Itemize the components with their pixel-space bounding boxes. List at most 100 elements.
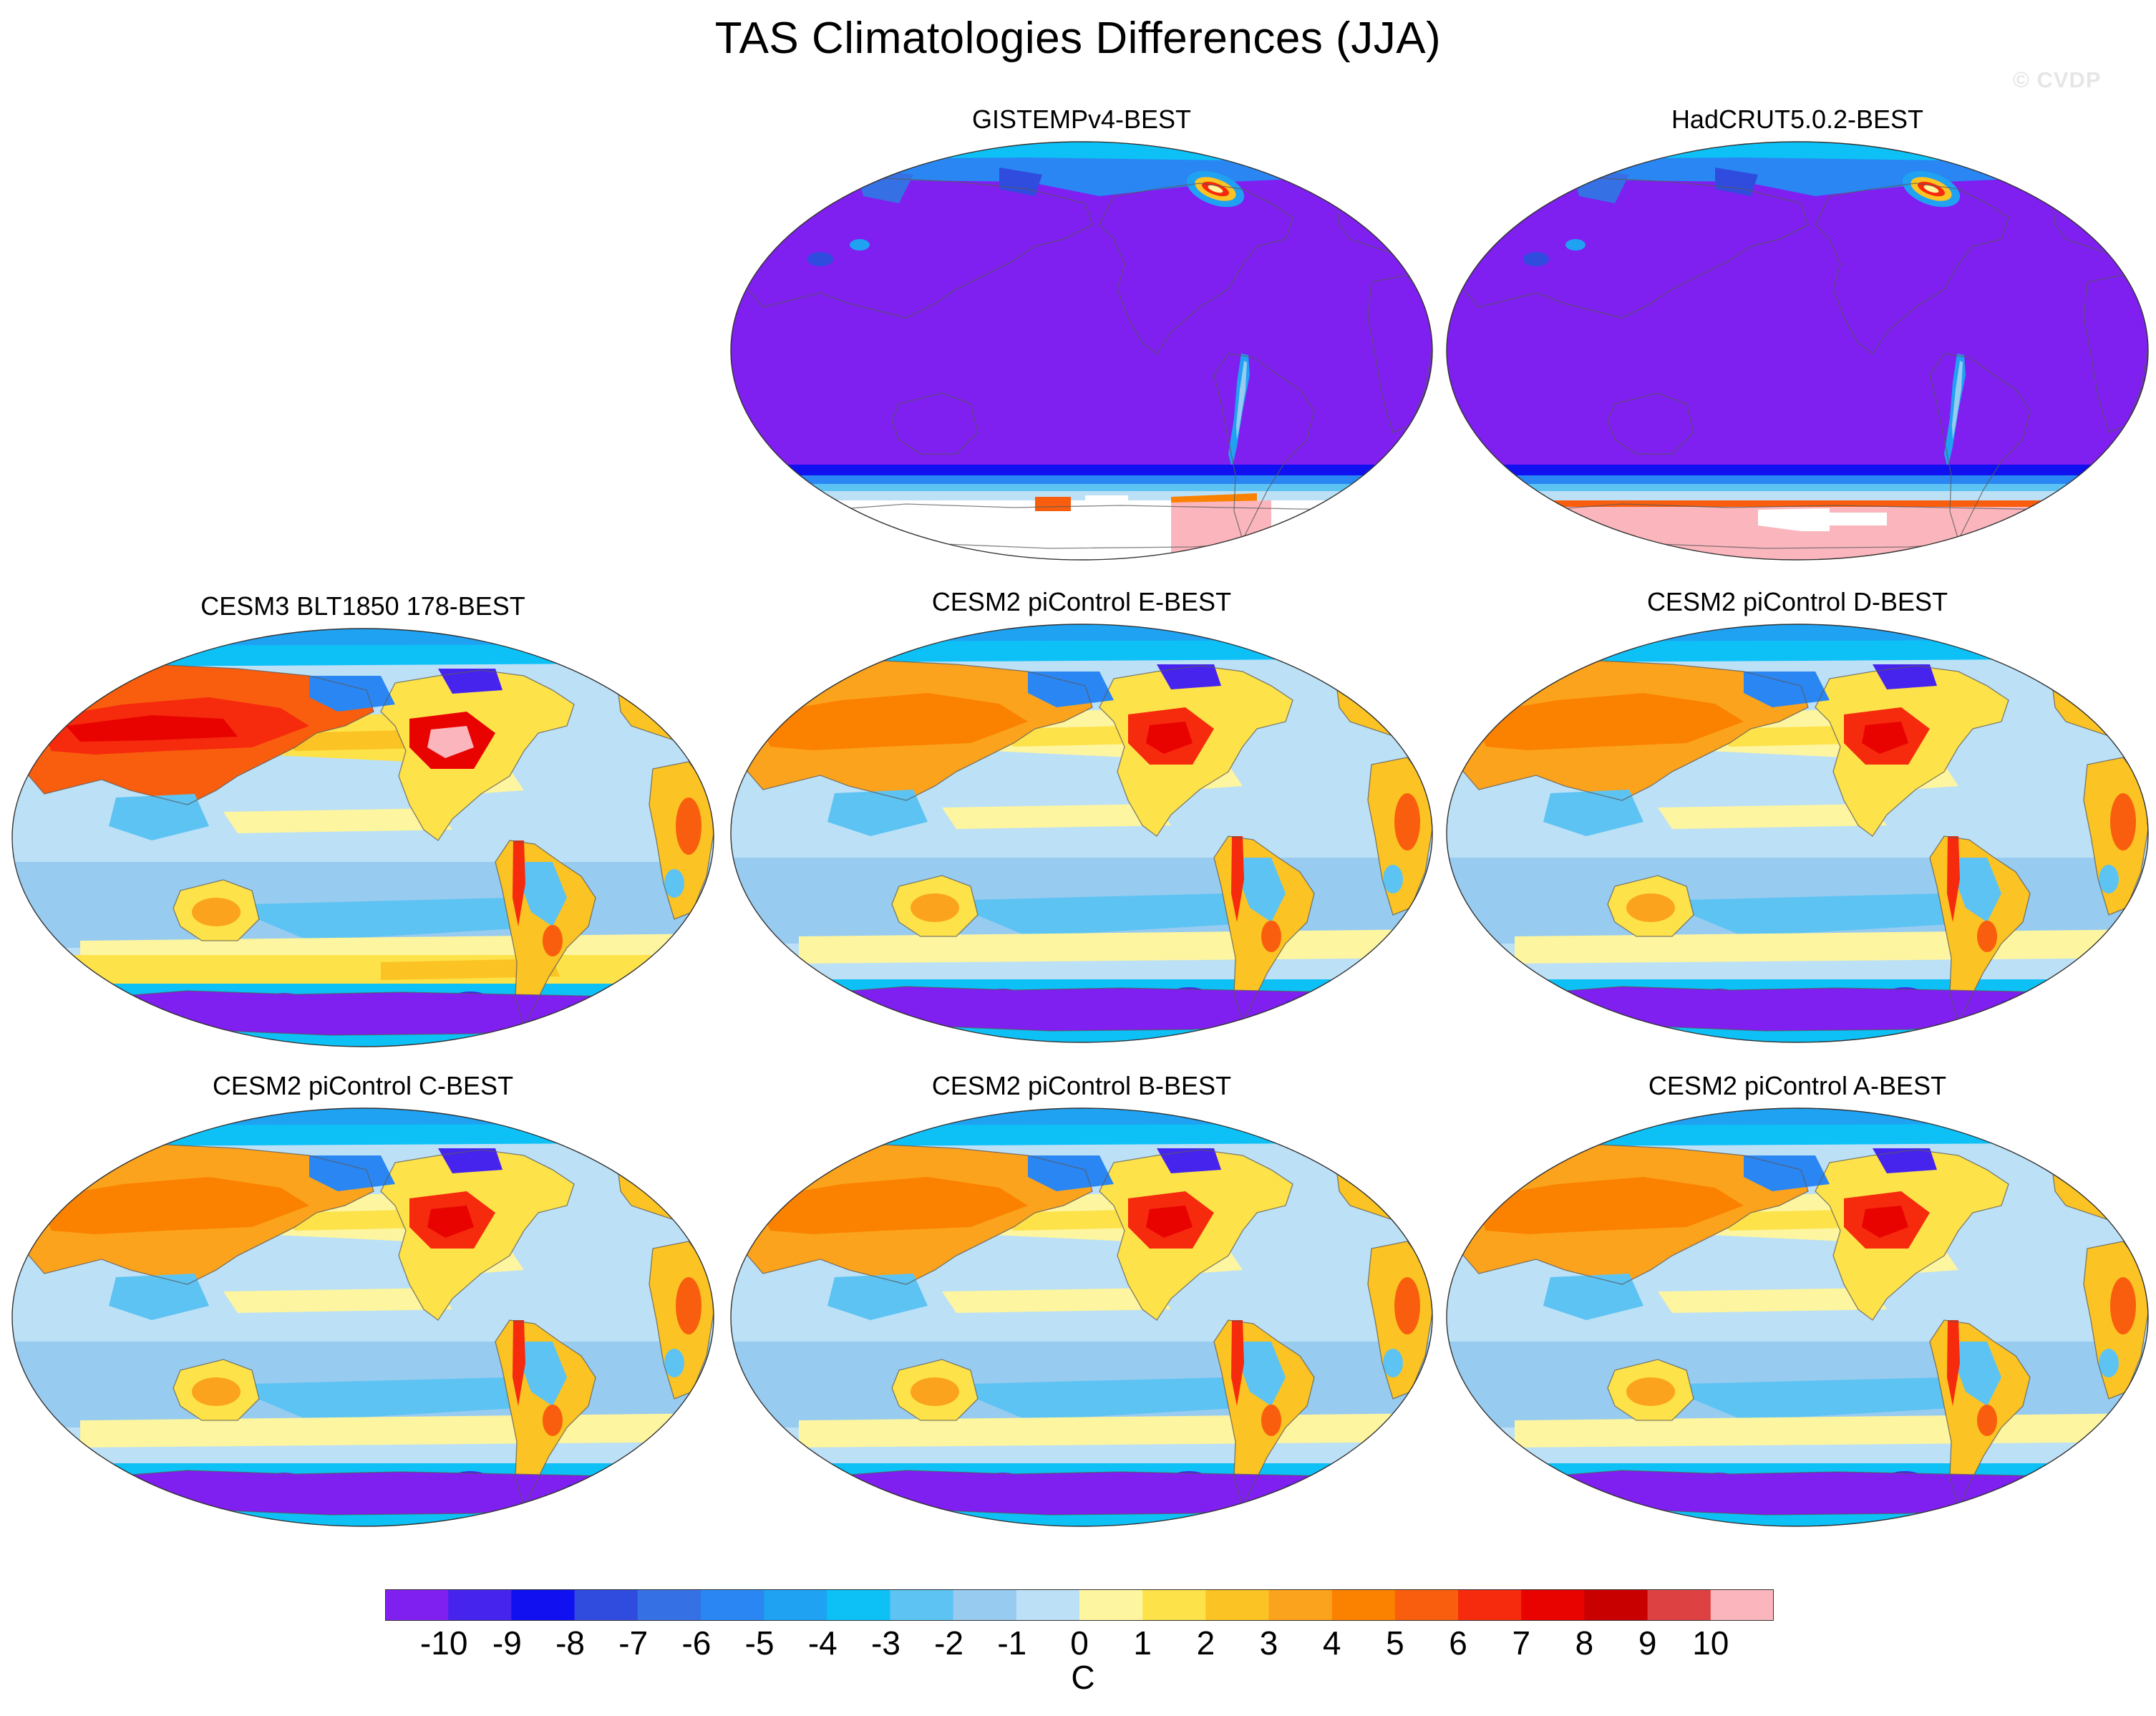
africa-cool bbox=[2099, 865, 2119, 893]
amazon-cool bbox=[520, 862, 567, 926]
central-us-core bbox=[1862, 1206, 1908, 1238]
central-us-core bbox=[1146, 722, 1193, 754]
colorbar-swatch bbox=[574, 1589, 638, 1621]
southern-ocean-cell bbox=[31, 989, 72, 1007]
andes-warm bbox=[1947, 836, 1960, 922]
southern-ocean-warm-cell bbox=[1543, 1009, 1558, 1018]
amazon-cool bbox=[520, 1342, 567, 1406]
colorbar-tick-label: -6 bbox=[681, 1624, 712, 1662]
colorbar-swatch bbox=[1521, 1589, 1585, 1621]
antarctica-cold-east bbox=[567, 1483, 638, 1503]
southern-ocean-cell bbox=[78, 1474, 118, 1491]
antarctica-cold-east bbox=[2001, 999, 2073, 1019]
maritime-asia-cool bbox=[827, 1274, 928, 1320]
canada-cold bbox=[1157, 664, 1221, 689]
panel-title: CESM2 piControl B-BEST bbox=[931, 1071, 1232, 1100]
coastline-eurasia bbox=[741, 178, 1093, 319]
southern-ocean-warm-cell bbox=[2044, 1009, 2059, 1018]
panel-cesm2-d: CESM2 piControl D-BEST bbox=[1443, 587, 2152, 1045]
southern-ocean-cell bbox=[2024, 1486, 2064, 1503]
coastline-south-america bbox=[1929, 353, 2031, 541]
panel-title: CESM2 piControl A-BEST bbox=[1648, 1071, 1947, 1100]
map-outline bbox=[730, 1107, 1433, 1527]
andes-warm bbox=[513, 1320, 525, 1406]
colorbar-tick-label: -10 bbox=[419, 1624, 468, 1662]
coastline-north-america bbox=[1815, 1149, 2009, 1321]
colorbar-tick-label: -2 bbox=[934, 1624, 964, 1662]
antarctic-gap bbox=[1830, 513, 1887, 525]
africa-cool bbox=[2099, 1349, 2119, 1377]
andes-warm bbox=[1231, 1320, 1244, 1406]
coastline-australia bbox=[891, 392, 979, 455]
maritime-asia-cool bbox=[1543, 790, 1643, 836]
antarctic-pink bbox=[1171, 500, 1271, 560]
map-outline bbox=[11, 1107, 714, 1527]
southern-ocean-warm-cell bbox=[827, 1009, 842, 1018]
colorbar-tick-label: -4 bbox=[807, 1624, 837, 1662]
coastline-australia bbox=[173, 879, 260, 941]
antarctica-cold-center bbox=[309, 1481, 395, 1503]
alaska-cool bbox=[309, 1155, 395, 1191]
colorbar-swatch bbox=[511, 1589, 576, 1621]
cvdp-watermark: © CVDP bbox=[2013, 67, 2102, 92]
antarctic-gap bbox=[1085, 495, 1128, 525]
colorbar-tick-label: -3 bbox=[871, 1624, 900, 1662]
alaska-cool bbox=[1028, 1155, 1114, 1191]
panel-cesm3: CESM3 BLT1850 178-BEST bbox=[9, 591, 717, 1050]
panel-gistemp: GISTEMPv4-BEST bbox=[727, 105, 1436, 563]
map-hadcrut bbox=[1446, 141, 2149, 561]
colorbar-tick-label: -1 bbox=[997, 1624, 1027, 1662]
panel-title: CESM2 piControl E-BEST bbox=[931, 587, 1232, 616]
canada-cold bbox=[1157, 1148, 1221, 1173]
map-outline bbox=[730, 624, 1433, 1043]
map-outline bbox=[1446, 624, 2149, 1043]
southern-ocean-cell bbox=[590, 1486, 630, 1503]
australia-warm bbox=[911, 1377, 959, 1406]
arctic-patch-small bbox=[1566, 170, 1578, 176]
southern-ocean-warm-cell bbox=[610, 1014, 624, 1022]
africa-cool bbox=[1383, 865, 1403, 893]
maritime-asia-cool bbox=[827, 790, 928, 836]
southern-warm-stripe bbox=[12, 955, 714, 984]
coastline-south-america bbox=[1929, 835, 2031, 1024]
africa-warm bbox=[1394, 1277, 1420, 1334]
alaska-cool bbox=[1744, 672, 1830, 707]
coastline-north-america bbox=[1099, 1149, 1293, 1321]
amazon-cool bbox=[1955, 1342, 2001, 1406]
colorbar-swatch bbox=[1268, 1589, 1333, 1621]
coastline-north-america bbox=[1815, 183, 2009, 354]
patagonia-warm bbox=[543, 925, 563, 956]
coastline-eurasia bbox=[741, 1144, 1093, 1285]
colorbar-swatch bbox=[637, 1589, 701, 1621]
coastline-eurasia bbox=[1457, 178, 1809, 319]
southern-ocean-cell bbox=[1355, 1470, 1395, 1487]
map-cesm3 bbox=[11, 628, 714, 1047]
coastline-australia bbox=[891, 1359, 979, 1421]
siberia-patch bbox=[999, 168, 1042, 196]
amazon-cool bbox=[1239, 1342, 1286, 1406]
andes-streak-core bbox=[1236, 361, 1247, 440]
antarctica-cold-center bbox=[309, 1002, 395, 1023]
colorbar-swatch bbox=[1016, 1589, 1080, 1621]
southern-ocean-cell bbox=[1512, 1474, 1553, 1491]
southern-ocean-warm-cell bbox=[1543, 1493, 1558, 1502]
panel-cesm2-a: CESM2 piControl A-BEST bbox=[1443, 1071, 2152, 1529]
coastline-north-america bbox=[380, 669, 575, 841]
lake-patch bbox=[1523, 252, 1549, 266]
coastline-australia bbox=[891, 875, 979, 937]
equatorial-yellow bbox=[942, 1288, 1171, 1313]
coastline-south-america bbox=[1929, 1319, 2031, 1508]
panel-title: CESM2 piControl C-BEST bbox=[212, 1071, 514, 1100]
patagonia-warm bbox=[1261, 1405, 1281, 1436]
antarctica-cold-center bbox=[1744, 1481, 1830, 1503]
coastline-eurasia bbox=[1457, 1144, 1809, 1285]
alaska-cool bbox=[1028, 672, 1114, 707]
map-outline bbox=[11, 628, 714, 1047]
map-outline bbox=[1446, 1107, 2149, 1527]
southern-ocean-cell bbox=[2071, 1470, 2111, 1487]
coastline-north-america bbox=[1099, 665, 1293, 837]
australia-warm bbox=[192, 898, 241, 926]
coastline-eurasia bbox=[1457, 660, 1809, 801]
amazon-cool bbox=[1239, 858, 1286, 922]
australia-warm bbox=[911, 893, 959, 922]
